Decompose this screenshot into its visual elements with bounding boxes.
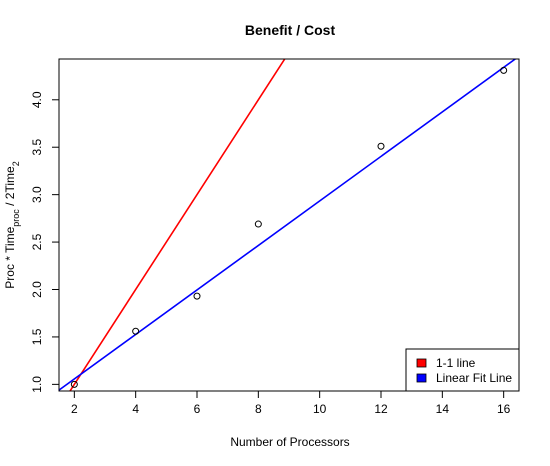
y-tick-label: 2.5 xyxy=(30,233,44,250)
series-lines xyxy=(59,59,517,391)
y-tick-label: 1.5 xyxy=(30,328,44,345)
x-tick-label: 8 xyxy=(255,402,262,416)
y-tick-label: 3.0 xyxy=(30,186,44,203)
x-tick-label: 10 xyxy=(313,402,327,416)
data-point xyxy=(70,380,78,388)
x-tick-label: 12 xyxy=(374,402,388,416)
x-axis-label: Number of Processors xyxy=(230,435,349,449)
x-tick-label: 2 xyxy=(71,402,78,416)
data-point xyxy=(377,142,385,150)
x-tick-label: 16 xyxy=(497,402,511,416)
y-tick-label: 4.0 xyxy=(30,91,44,108)
series-line-one-to-one xyxy=(69,59,286,391)
data-point xyxy=(254,220,262,228)
x-tick-label: 6 xyxy=(194,402,201,416)
y-tick-label: 1.0 xyxy=(30,376,44,393)
legend-label: Linear Fit Line xyxy=(436,371,512,385)
legend-label: 1-1 line xyxy=(436,356,476,370)
x-axis: 2 4 6 8 10 12 14 16 xyxy=(71,390,511,416)
y-tick-label: 3.5 xyxy=(30,139,44,156)
x-tick-label: 14 xyxy=(436,402,450,416)
data-point xyxy=(193,292,201,300)
y-tick-label: 2.0 xyxy=(30,281,44,298)
y-axis-label: Proc * Timeproc / 2Time2 xyxy=(3,161,21,288)
x-tick-label: 4 xyxy=(132,402,139,416)
y-axis: 1.0 1.5 2.0 2.5 3.0 3.5 4.0 xyxy=(30,91,60,393)
data-points xyxy=(70,66,508,388)
series-line-linear-fit xyxy=(59,59,517,391)
legend-swatch xyxy=(416,358,427,368)
legend-swatch xyxy=(416,373,427,383)
data-point xyxy=(500,66,508,74)
plot-frame xyxy=(58,58,520,392)
data-point xyxy=(132,327,140,335)
legend-box xyxy=(405,348,520,392)
chart-title: Benefit / Cost xyxy=(245,22,336,38)
